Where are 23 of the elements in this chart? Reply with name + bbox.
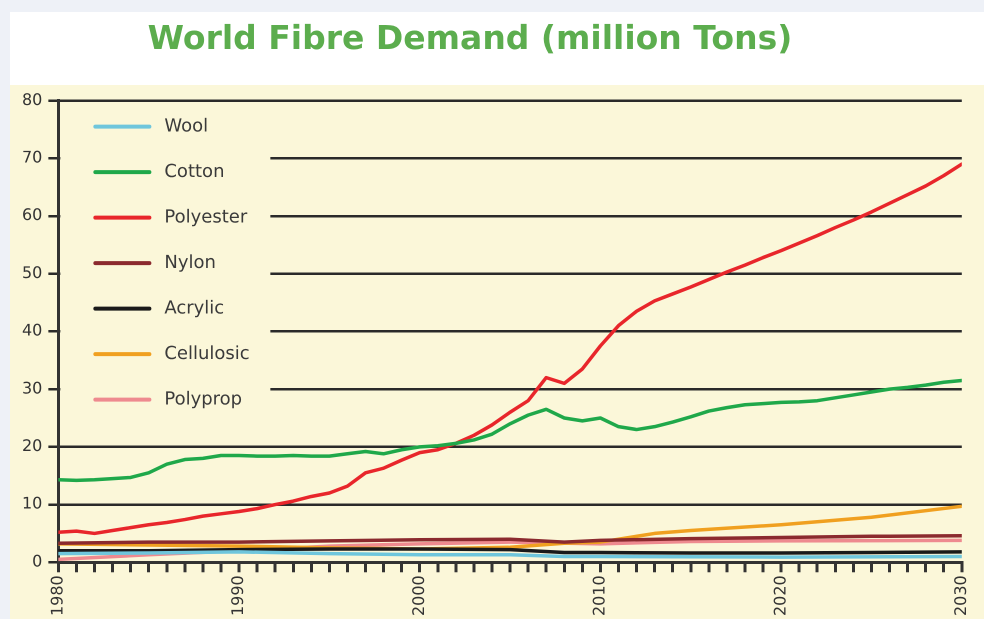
y-tick-label: 20	[22, 436, 42, 456]
y-tick-label: 60	[22, 205, 42, 224]
legend-label: Cellulosic	[164, 342, 250, 364]
y-tick-label: 50	[22, 262, 42, 282]
legend-label: Nylon	[164, 252, 216, 273]
y-tick-label: 30	[22, 378, 42, 398]
x-tick-label: 2000	[408, 575, 428, 616]
legend-label: Wool	[164, 115, 208, 136]
x-tick-label: 1990	[228, 575, 248, 616]
y-tick-label: 70	[22, 147, 42, 166]
legend-label: Polyprop	[164, 388, 242, 410]
y-tick-label: 10	[22, 494, 42, 513]
x-tick-label: 1980	[48, 575, 67, 616]
legend-label: Polyester	[164, 206, 248, 228]
legend-label: Acrylic	[164, 297, 224, 318]
chart-title: World Fibre Demand (million Tons)	[146, 18, 794, 57]
x-tick-label: 2010	[590, 575, 609, 616]
y-tick-label: 40	[22, 320, 42, 340]
x-tick-label: 2020	[770, 575, 790, 616]
x-tick-label: 2030	[950, 575, 970, 616]
y-tick-label: 80	[22, 90, 42, 109]
y-tick-label: 0	[32, 551, 42, 570]
legend-label: Cotton	[164, 160, 224, 182]
